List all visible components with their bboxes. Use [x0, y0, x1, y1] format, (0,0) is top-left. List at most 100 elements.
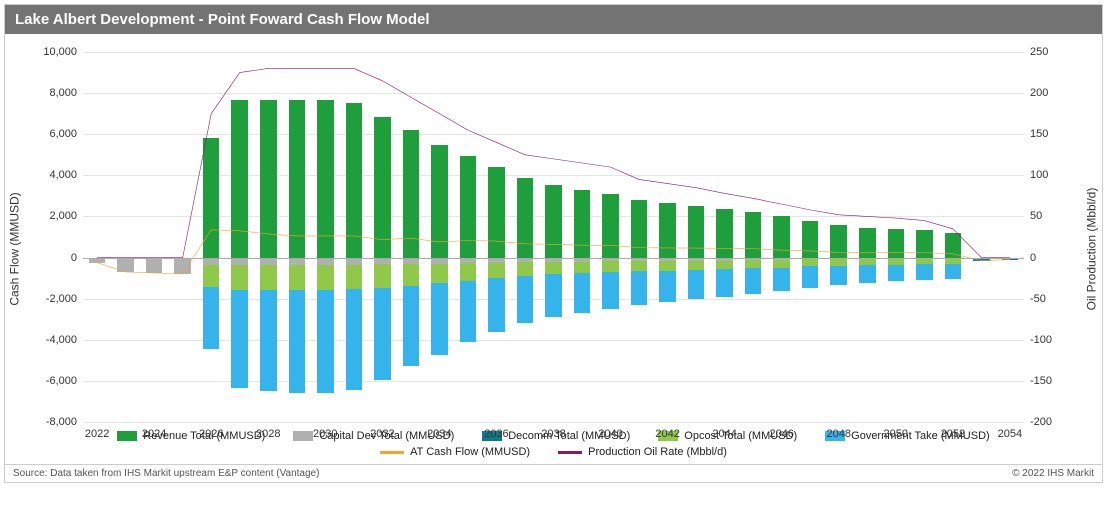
plot-region: -8,000-6,000-4,000-2,00002,0004,0006,000…	[83, 52, 1024, 422]
bar-revenue	[659, 203, 676, 257]
bar-revenue	[374, 117, 391, 258]
bar-column	[317, 52, 334, 422]
bar-opcost	[574, 262, 591, 273]
bar-revenue	[916, 230, 933, 258]
bars-layer	[83, 52, 1024, 422]
bar-revenue	[574, 190, 591, 258]
bar-opcost	[460, 263, 477, 280]
ytick-left: -6,000	[25, 375, 77, 387]
bar-govtake	[631, 271, 648, 305]
bar-column	[517, 52, 534, 422]
bar-govtake	[802, 266, 819, 288]
legend-item: Production Oil Rate (Mbbl/d)	[558, 446, 727, 458]
bar-revenue	[203, 138, 220, 257]
bar-opcost	[431, 264, 448, 284]
bar-opcost	[773, 260, 790, 267]
bar-column	[716, 52, 733, 422]
ytick-left: -4,000	[25, 334, 77, 346]
bar-revenue	[631, 200, 648, 258]
bar-capital	[346, 258, 363, 265]
xtick: 2024	[142, 428, 166, 440]
xtick: 2030	[313, 428, 337, 440]
xtick: 2026	[199, 428, 223, 440]
bar-opcost	[403, 264, 420, 286]
xtick: 2034	[427, 428, 451, 440]
bar-column	[203, 52, 220, 422]
xtick: 2054	[998, 428, 1022, 440]
bar-revenue	[859, 228, 876, 258]
bar-revenue	[403, 130, 420, 257]
legend-label: Government Take (MMUSD)	[851, 430, 990, 442]
bar-opcost	[830, 259, 847, 266]
legend-label: AT Cash Flow (MMUSD)	[410, 446, 530, 458]
bar-revenue	[888, 229, 905, 258]
zero-line	[83, 258, 1024, 259]
bar-column	[916, 52, 933, 422]
bar-govtake	[659, 271, 676, 303]
bar-govtake	[545, 274, 562, 317]
bar-govtake	[745, 268, 762, 294]
chart-title: Lake Albert Development - Point Foward C…	[5, 5, 1102, 34]
source-text: Source: Data taken from IHS Markit upstr…	[13, 468, 319, 479]
bar-govtake	[716, 269, 733, 297]
bar-column	[117, 52, 134, 422]
bar-govtake	[374, 288, 391, 381]
ytick-left: 8,000	[25, 87, 77, 99]
copyright-text: © 2022 IHS Markit	[1012, 468, 1094, 479]
bar-column	[488, 52, 505, 422]
bar-column	[574, 52, 591, 422]
bar-opcost	[545, 262, 562, 274]
legend-swatch-box	[293, 431, 313, 441]
bar-revenue	[488, 167, 505, 257]
xtick: 2042	[655, 428, 679, 440]
bar-opcost	[716, 261, 733, 269]
legend-swatch-line	[380, 451, 404, 454]
ytick-right: 0	[1030, 252, 1082, 264]
bar-revenue	[773, 216, 790, 257]
ytick-right: 200	[1030, 87, 1082, 99]
bar-column	[888, 52, 905, 422]
bar-govtake	[602, 272, 619, 309]
ytick-right: -50	[1030, 293, 1082, 305]
bar-govtake	[888, 265, 905, 281]
xtick: 2048	[826, 428, 850, 440]
bar-govtake	[916, 264, 933, 280]
bar-opcost	[688, 261, 705, 270]
legend-label: Production Oil Rate (Mbbl/d)	[588, 446, 727, 458]
xtick: 2046	[769, 428, 793, 440]
bar-revenue	[260, 100, 277, 257]
ytick-right: 250	[1030, 46, 1082, 58]
bar-column	[830, 52, 847, 422]
bar-revenue	[745, 212, 762, 257]
ytick-right: -150	[1030, 375, 1082, 387]
bar-revenue	[716, 209, 733, 257]
bar-capital	[231, 258, 248, 265]
legend-swatch-line	[558, 451, 582, 454]
bar-revenue	[231, 100, 248, 257]
bar-revenue	[545, 185, 562, 258]
bar-capital	[289, 258, 306, 265]
bar-opcost	[289, 265, 306, 291]
bar-opcost	[203, 265, 220, 288]
ytick-right: 150	[1030, 128, 1082, 140]
bar-opcost	[374, 264, 391, 288]
bar-govtake	[517, 276, 534, 323]
bar-capital	[317, 258, 334, 265]
bar-opcost	[602, 261, 619, 272]
bar-column	[231, 52, 248, 422]
bar-column	[289, 52, 306, 422]
bar-column	[973, 52, 990, 422]
bar-capital	[260, 258, 277, 265]
bar-column	[688, 52, 705, 422]
bar-column	[403, 52, 420, 422]
bar-govtake	[317, 290, 334, 393]
bar-govtake	[403, 286, 420, 366]
legend-item: Revenue Total (MMUSD)	[117, 430, 265, 442]
bar-revenue	[945, 233, 962, 258]
bar-capital	[203, 258, 220, 265]
grid-line	[83, 422, 1024, 423]
ytick-left: -8,000	[25, 416, 77, 428]
bar-revenue	[317, 100, 334, 257]
footer: Source: Data taken from IHS Markit upstr…	[5, 464, 1102, 482]
bar-govtake	[945, 264, 962, 278]
